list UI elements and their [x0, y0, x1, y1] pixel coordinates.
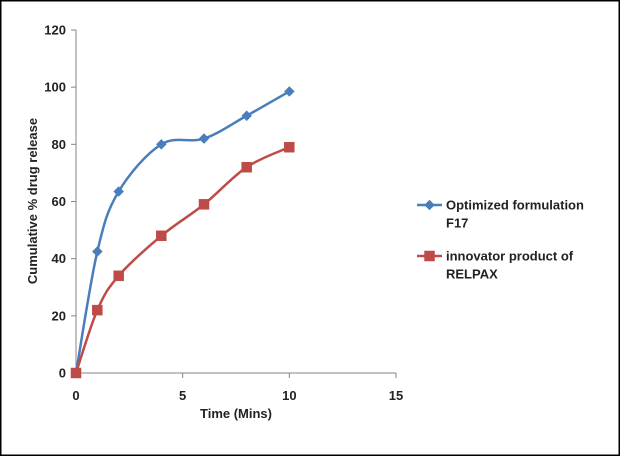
series-optimized-f17-point	[241, 110, 253, 122]
series-optimized-f17-point	[198, 133, 210, 144]
legend-entry: innovator product of RELPAX	[417, 249, 574, 282]
y-tick-label: 20	[52, 308, 66, 323]
legend-swatch-marker	[424, 250, 435, 262]
y-tick-label: 0	[59, 366, 66, 381]
y-tick-label: 100	[44, 80, 66, 95]
plot-series	[70, 86, 295, 379]
legend-swatch-marker	[424, 199, 435, 211]
y-tick-label: 120	[44, 23, 66, 38]
y-axis-ticks: 0 20 40 60 80 100 120	[44, 23, 76, 381]
y-tick-label: 40	[52, 251, 66, 266]
x-axis-title: Time (Mins)	[200, 406, 272, 421]
series-optimized-f17-point	[113, 186, 125, 197]
x-tick-label: 5	[179, 388, 186, 403]
series-optimized-f17-point	[91, 246, 103, 257]
series-innovator-relpax-point	[198, 199, 210, 210]
series-optimized-f17-point	[283, 86, 295, 97]
series-innovator-relpax-point	[156, 230, 167, 242]
series-innovator-relpax-point	[284, 141, 295, 153]
x-tick-label: 15	[389, 388, 403, 403]
series-innovator-relpax-point	[113, 270, 124, 282]
series-innovator-relpax	[70, 141, 295, 379]
legend-label: Optimized formulation	[446, 198, 584, 213]
y-tick-label: 60	[52, 194, 66, 209]
x-tick-label: 0	[72, 388, 79, 403]
series-innovator-relpax-point	[70, 367, 82, 379]
x-tick-label: 10	[282, 388, 296, 403]
legend: Optimized formulation F17 innovator produc…	[417, 198, 584, 282]
y-axis-title: Cumulative % drug release	[25, 118, 40, 284]
legend-label: innovator product of	[446, 249, 574, 264]
series-innovator-relpax-point	[92, 304, 103, 316]
legend-label: F17	[446, 216, 468, 231]
series-optimized-f17-point	[155, 138, 167, 150]
y-tick-label: 80	[52, 137, 66, 152]
series-innovator-relpax-point	[241, 161, 252, 173]
legend-label: RELPAX	[446, 267, 498, 282]
legend-entry: Optimized formulation F17	[417, 198, 584, 231]
x-axis-ticks: 0 5 10 15	[72, 373, 403, 403]
